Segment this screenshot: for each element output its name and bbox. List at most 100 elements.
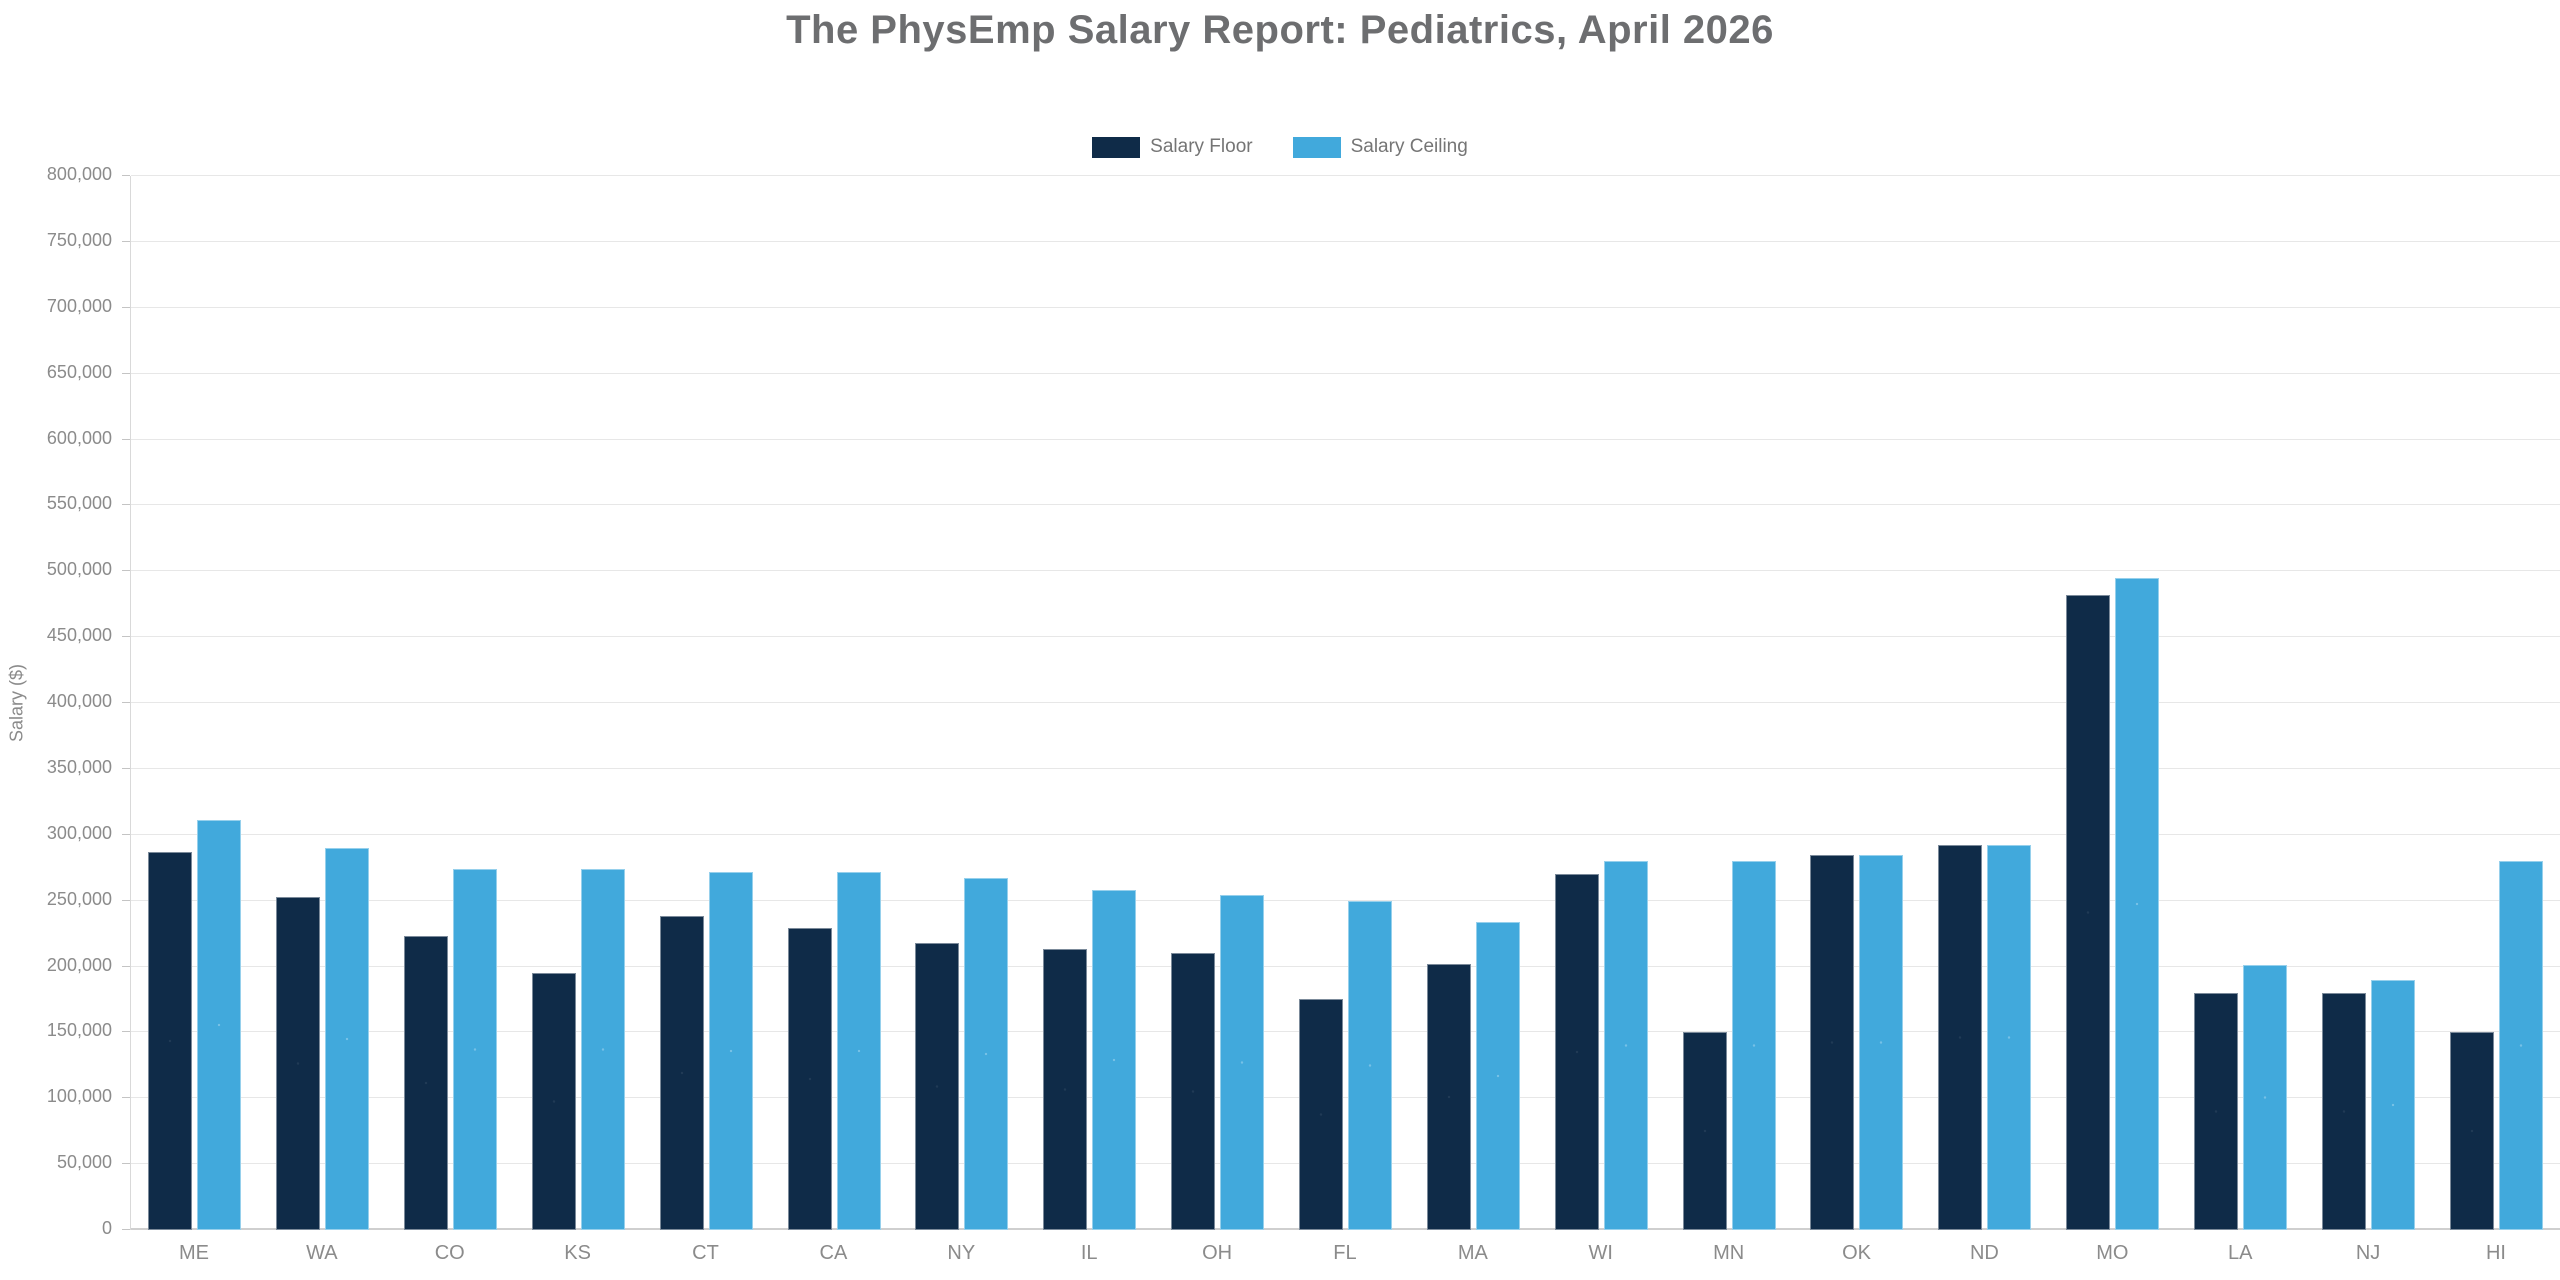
bar-salary-ceiling-OH [1220, 895, 1265, 1230]
chart-legend: Salary Floor Salary Ceiling [0, 136, 2560, 158]
x-axis-label-FL: FL [1333, 1242, 1357, 1264]
x-axis-labels: ME WA CO KS CT CA NY IL OH FL MA WI MN OK ND MO LA NJ HI [130, 1242, 2560, 1265]
y-tick-mark [122, 833, 130, 835]
y-tick-label: 300,000 [46, 822, 112, 843]
salary-floor-swatch-icon [1092, 136, 1141, 158]
bar-salary-ceiling-CO [453, 869, 498, 1230]
gridline [131, 965, 2560, 967]
bar-group-OK [1793, 176, 1921, 1230]
bar-group-MA [1409, 176, 1537, 1230]
bar-salary-ceiling-FL [1348, 900, 1393, 1230]
y-tick-mark [122, 1097, 130, 1099]
y-tick-mark [122, 372, 130, 374]
y-tick-label: 450,000 [46, 625, 112, 646]
bar-salary-ceiling-MO [2115, 577, 2160, 1230]
bar-salary-ceiling-ND [1987, 845, 2032, 1230]
x-axis-label-OH: OH [1202, 1242, 1233, 1264]
bar-salary-ceiling-IL [1092, 890, 1137, 1230]
bar-group-MO [2049, 176, 2177, 1230]
x-axis-label-CA: CA [819, 1242, 848, 1264]
bar-group-HI [2432, 176, 2560, 1230]
bar-salary-ceiling-HI [2498, 861, 2543, 1230]
y-tick-label: 100,000 [46, 1086, 112, 1107]
x-axis-label-WI: WI [1588, 1242, 1613, 1264]
legend-label-salary-ceiling: Salary Ceiling [1350, 136, 1468, 157]
gridline [131, 1097, 2560, 1099]
bar-salary-floor-ND [1938, 845, 1983, 1230]
y-tick-label: 700,000 [46, 295, 112, 316]
chart-title: The PhysEmp Salary Report: Pediatrics, A… [786, 8, 1774, 52]
y-tick-mark [122, 899, 130, 901]
y-tick-mark [122, 702, 130, 703]
x-axis-label-NY: NY [947, 1242, 976, 1264]
x-axis-label-OK: OK [1842, 1242, 1871, 1264]
y-tick-mark [122, 767, 130, 769]
bar-salary-ceiling-OK [1859, 854, 1904, 1230]
gridline [131, 372, 2560, 374]
y-tick-label: 400,000 [46, 691, 112, 711]
y-tick-mark [122, 570, 130, 572]
legend-item-salary-ceiling[interactable]: Salary Ceiling [1292, 136, 1468, 158]
y-tick-label: 350,000 [46, 756, 112, 777]
y-tick-label: 650,000 [46, 361, 112, 382]
y-tick-mark [122, 175, 130, 176]
bar-salary-floor-NY [915, 942, 960, 1230]
bar-group-LA [2177, 176, 2305, 1230]
gridline [131, 636, 2560, 638]
x-axis-label-CO: CO [434, 1242, 465, 1264]
bar-salary-floor-MA [1426, 963, 1471, 1230]
y-tick-mark [122, 636, 130, 638]
x-axis-label-KS: KS [564, 1242, 591, 1264]
bar-salary-floor-LA [2193, 992, 2238, 1230]
x-axis-label-NJ: NJ [2355, 1242, 2381, 1264]
legend-item-salary-floor[interactable]: Salary Floor [1092, 136, 1253, 158]
gridline [131, 306, 2560, 308]
bar-group-CA [770, 176, 898, 1230]
gridline [131, 702, 2560, 703]
y-tick-label: 500,000 [46, 559, 112, 580]
x-axis-label-WA: WA [306, 1242, 338, 1264]
gridline [131, 767, 2560, 769]
y-tick-label: 0 [101, 1218, 112, 1238]
y-tick-label: 250,000 [46, 888, 112, 909]
bar-salary-ceiling-MN [1731, 861, 1776, 1230]
bar-salary-floor-WI [1554, 874, 1599, 1230]
bar-salary-floor-NJ [2321, 992, 2366, 1230]
bar-group-NY [898, 176, 1026, 1230]
bar-salary-ceiling-WI [1603, 861, 1648, 1230]
y-tick-label: 550,000 [46, 493, 112, 514]
y-axis-ticks: 0 50,000 100,000 150,000 200,000 250,000 300,0… [0, 164, 130, 1238]
x-axis-label-IL: IL [1080, 1242, 1098, 1264]
bar-salary-floor-MN [1682, 1032, 1727, 1230]
y-tick-mark [122, 1031, 130, 1033]
gridline [131, 899, 2560, 901]
gridline [131, 570, 2560, 572]
bar-group-CT [642, 176, 770, 1230]
y-tick-label: 600,000 [46, 427, 112, 448]
bar-group-NJ [2304, 176, 2432, 1230]
y-tick-mark [122, 1229, 130, 1230]
x-axis-label-LA: LA [2227, 1242, 2253, 1264]
bar-group-ND [1921, 176, 2049, 1230]
bar-group-MN [1665, 176, 1793, 1230]
bar-group-KS [515, 176, 643, 1230]
y-tick-label: 750,000 [46, 229, 112, 250]
y-tick-mark [122, 1163, 130, 1165]
legend-label-salary-floor: Salary Floor [1150, 136, 1253, 157]
y-tick-mark [122, 965, 130, 967]
y-tick-mark [122, 504, 130, 506]
bar-group-WA [259, 176, 387, 1230]
x-axis-label-MA: MA [1457, 1242, 1488, 1264]
x-axis-label-HI: HI [2485, 1242, 2506, 1264]
gridline [131, 240, 2560, 242]
bar-salary-floor-OH [1171, 953, 1216, 1230]
bar-salary-ceiling-NJ [2370, 979, 2415, 1230]
y-tick-mark [122, 438, 130, 440]
gridline [131, 833, 2560, 835]
y-tick-label: 800,000 [46, 164, 112, 184]
gridline [131, 1163, 2560, 1165]
bar-salary-floor-ME [148, 851, 193, 1230]
bar-salary-ceiling-WA [325, 847, 370, 1230]
bar-group-IL [1026, 176, 1154, 1230]
